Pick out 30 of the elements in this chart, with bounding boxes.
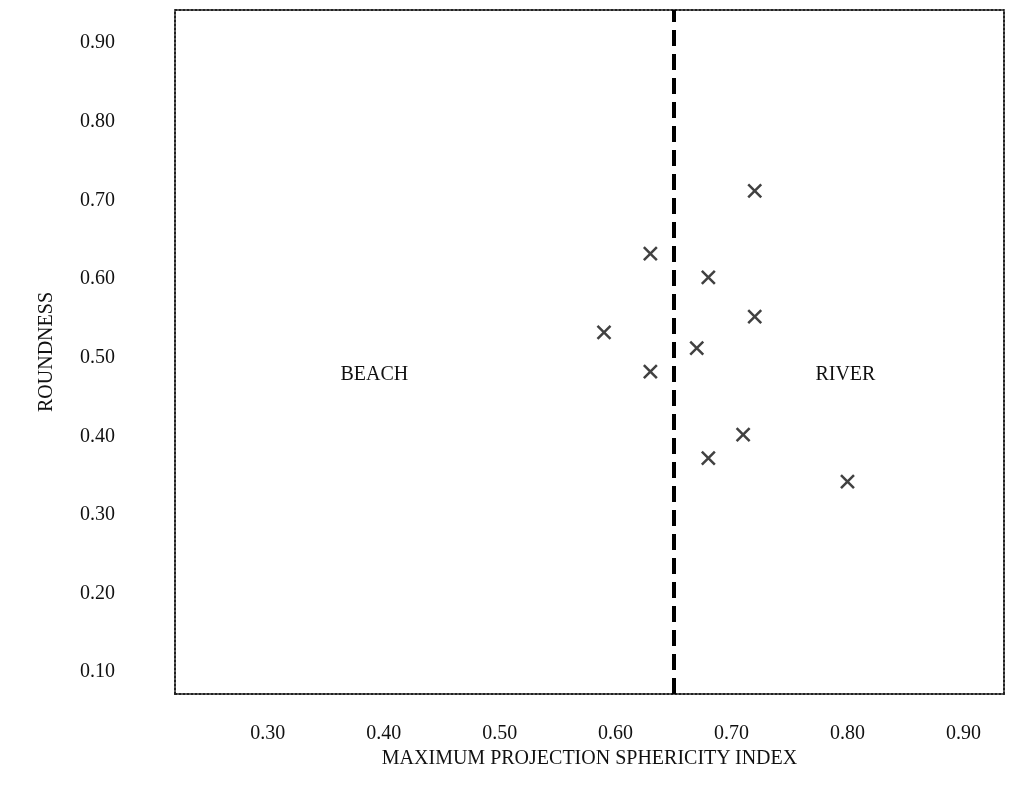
point — [746, 183, 763, 199]
point — [689, 340, 705, 356]
x-tick-label: 0.30 — [250, 721, 286, 743]
point — [839, 473, 856, 490]
x-tick-label: 0.90 — [945, 721, 981, 743]
annotation: RIVER — [815, 361, 877, 384]
point — [700, 450, 717, 466]
x-tick-label: 0.80 — [829, 721, 865, 743]
point — [746, 308, 763, 325]
x-axis-title: MAXIMUM PROJECTION SPHERICITY INDEX — [381, 745, 798, 768]
y-tick-label: 0.40 — [80, 423, 115, 446]
point — [642, 363, 659, 380]
y-tick-label: 0.30 — [80, 502, 115, 525]
y-tick-label: 0.60 — [80, 266, 115, 289]
x-tick-label: 0.50 — [482, 721, 518, 743]
x-tick-label: 0.60 — [598, 721, 634, 743]
point — [700, 269, 717, 286]
y-tick-label: 0.70 — [80, 187, 115, 210]
y-tick-label: 0.10 — [80, 659, 115, 682]
y-tick-label: 0.90 — [80, 30, 115, 53]
y-tick-label: 0.50 — [80, 344, 115, 367]
x-tick-label: 0.40 — [366, 721, 402, 743]
y-axis-title: ROUNDNESS — [34, 291, 56, 413]
x-tick-label: 0.70 — [714, 721, 750, 743]
y-tick-label: 0.20 — [80, 580, 115, 603]
point — [596, 324, 612, 341]
y-tick-label: 0.80 — [80, 109, 115, 132]
point — [735, 426, 751, 443]
annotation: BEACH — [340, 361, 409, 384]
point — [642, 245, 659, 262]
